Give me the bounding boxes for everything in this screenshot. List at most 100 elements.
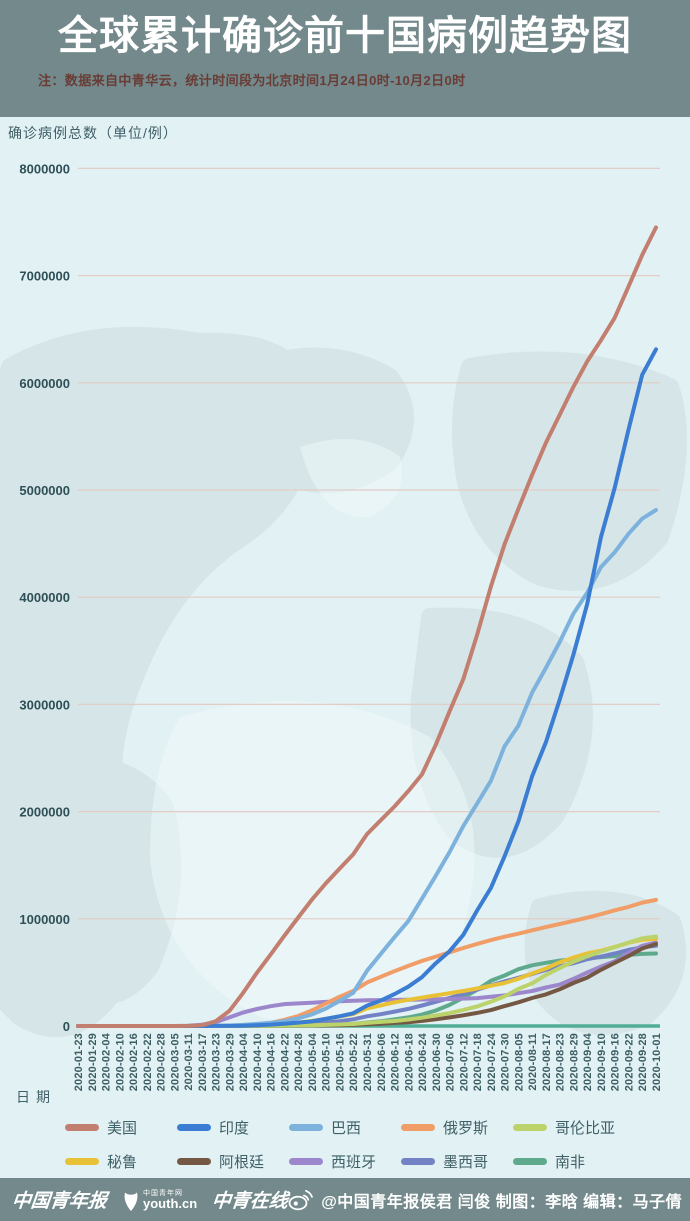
x-tick-label: 2020-06-18 (403, 1033, 415, 1091)
x-tick-label: 2020-01-29 (87, 1033, 99, 1091)
y-tick-label: 2000000 (19, 805, 70, 820)
y-tick-label: 7000000 (19, 269, 70, 284)
youth-cn-label: youth.cn (143, 1195, 198, 1211)
series-line-阿根廷 (76, 942, 658, 1028)
x-tick-label: 2020-07-24 (486, 1032, 498, 1091)
x-tick-label: 2020-06-30 (431, 1033, 443, 1091)
x-tick-label: 2020-04-28 (293, 1033, 305, 1091)
legend-label: 巴西 (331, 1120, 362, 1137)
x-tick-label: 2020-09-28 (637, 1033, 649, 1091)
x-tick-label: 2020-05-16 (335, 1033, 347, 1091)
legend-label: 美国 (107, 1120, 138, 1137)
x-tick-label: 2020-09-16 (610, 1033, 622, 1091)
x-tick-label: 2020-02-28 (156, 1033, 168, 1091)
legend-label: 墨西哥 (443, 1154, 489, 1171)
legend-swatch (401, 1124, 435, 1131)
chart-area: 确诊病例总数（单位/例） 0 1000000 2000000 3000000 40000… (0, 117, 690, 1178)
y-tick-label: 6000000 (19, 376, 70, 391)
legend-swatch (177, 1158, 211, 1165)
series-line-美国 (76, 225, 658, 1028)
legend-item: 巴西 (289, 1117, 401, 1138)
legend-swatch (513, 1158, 547, 1165)
legend-label: 阿根廷 (219, 1154, 265, 1171)
youth-cn-logo: 中国青年网 youth.cn (122, 1189, 197, 1211)
legend-swatch (289, 1158, 323, 1165)
legend-swatch (401, 1158, 435, 1165)
x-tick-label: 2020-08-29 (568, 1033, 580, 1091)
weibo-icon (288, 1189, 314, 1210)
legend-item: 西班牙 (289, 1151, 401, 1172)
y-tick-label: 4000000 (19, 590, 70, 605)
x-tick-label: 2020-05-10 (321, 1033, 333, 1091)
x-tick-label: 2020-06-12 (390, 1033, 402, 1091)
x-tick-label: 2020-05-31 (362, 1033, 374, 1091)
footer: 中国青年报 中国青年网 youth.cn 中青在线 @中国青年报侯君 闫俊 制图… (0, 1178, 690, 1221)
zhongqing-zaixian-logo: 中青在线 (210, 1191, 290, 1212)
x-tick-label: 2020-06-24 (417, 1032, 429, 1091)
publisher-logos: 中国青年报 中国青年网 youth.cn 中青在线 (10, 1186, 290, 1213)
x-tick-label: 2020-02-04 (101, 1032, 113, 1091)
legend-item: 俄罗斯 (401, 1117, 513, 1138)
legend-item: 美国 (65, 1117, 177, 1138)
x-tick-label: 2020-07-06 (445, 1033, 457, 1091)
x-tick-label: 2020-09-04 (582, 1032, 594, 1091)
x-tick-label: 2020-05-22 (348, 1033, 360, 1091)
y-tick-label: 3000000 (19, 697, 70, 712)
legend-swatch (65, 1124, 99, 1131)
x-tick-label: 2020-09-22 (624, 1033, 636, 1091)
x-tick-label: 2020-05-04 (307, 1032, 319, 1091)
x-tick-label: 2020-04-04 (238, 1032, 250, 1091)
legend-label: 秘鲁 (107, 1154, 138, 1171)
page-title: 全球累计确诊前十国病例趋势图 (58, 14, 632, 58)
header: 全球累计确诊前十国病例趋势图 注：数据来自中青华云，统计时间段为北京时间1月24… (0, 0, 690, 117)
x-tick-label: 2020-08-23 (555, 1033, 567, 1091)
data-source-note: 注：数据来自中青华云，统计时间段为北京时间1月24日0时-10月2日0时 (38, 73, 466, 88)
legend-item: 墨西哥 (401, 1151, 513, 1172)
legend: 美国 印度 巴西 俄罗斯 哥伦比亚秘鲁 阿根廷 西班牙 墨西哥 南非 (0, 1117, 690, 1172)
x-tick-label: 2020-04-10 (252, 1033, 264, 1091)
legend-label: 南非 (555, 1154, 586, 1171)
series-line-印度 (76, 347, 658, 1028)
series-line-巴西 (76, 508, 658, 1028)
legend-item: 阿根廷 (177, 1151, 289, 1172)
x-tick-label: 2020-07-18 (472, 1033, 484, 1091)
x-tick-label: 2020-02-10 (114, 1033, 126, 1091)
x-tick-label: 2020-03-17 (197, 1033, 209, 1091)
x-tick-label: 2020-06-06 (376, 1033, 388, 1091)
x-tick-label: 2020-01-23 (73, 1033, 85, 1091)
x-tick-label: 2020-03-05 (169, 1033, 181, 1091)
x-tick-label: 2020-08-11 (527, 1033, 539, 1091)
ginkgo-leaf-icon (124, 1192, 138, 1211)
legend-label: 俄罗斯 (443, 1120, 489, 1137)
x-tick-label: 2020-03-29 (224, 1033, 236, 1091)
x-tick-label: 2020-07-12 (458, 1033, 470, 1091)
legend-item: 印度 (177, 1117, 289, 1138)
line-chart: 0 1000000 2000000 3000000 4000000 5000000 6000… (19, 161, 663, 1091)
y-axis-unit-label: 确诊病例总数（单位/例） (8, 125, 178, 141)
legend-swatch (513, 1124, 547, 1131)
x-tick-label: 2020-03-11 (183, 1033, 195, 1091)
x-tick-label: 2020-03-23 (211, 1033, 223, 1091)
credit-text: @中国青年报侯君 闫俊 制图：李晗 编辑：马子倩 (321, 1193, 683, 1211)
y-tick-label: 0 (63, 1019, 70, 1034)
y-tick-label: 5000000 (19, 483, 70, 498)
x-tick-label: 2020-09-10 (596, 1033, 608, 1091)
x-tick-label: 2020-02-16 (128, 1033, 140, 1091)
legend-label: 哥伦比亚 (555, 1120, 616, 1137)
legend-label: 印度 (219, 1120, 250, 1137)
x-tick-label: 2020-04-22 (279, 1033, 291, 1091)
legend-swatch (289, 1124, 323, 1131)
legend-item: 哥伦比亚 (513, 1117, 625, 1138)
y-tick-label: 1000000 (19, 912, 70, 927)
y-tick-label: 8000000 (19, 161, 70, 176)
legend-swatch (177, 1124, 211, 1131)
youth-cn-sub-label: 中国青年网 (143, 1189, 184, 1197)
legend-item: 秘鲁 (65, 1151, 177, 1172)
legend-item: 南非 (513, 1151, 625, 1172)
x-tick-label: 2020-04-16 (266, 1033, 278, 1091)
x-tick-label: 2020-10-01 (651, 1033, 663, 1091)
zhongguo-qingnianbao-logo: 中国青年报 (10, 1191, 108, 1212)
x-tick-label: 2020-08-05 (513, 1033, 525, 1091)
legend-swatch (65, 1158, 99, 1165)
